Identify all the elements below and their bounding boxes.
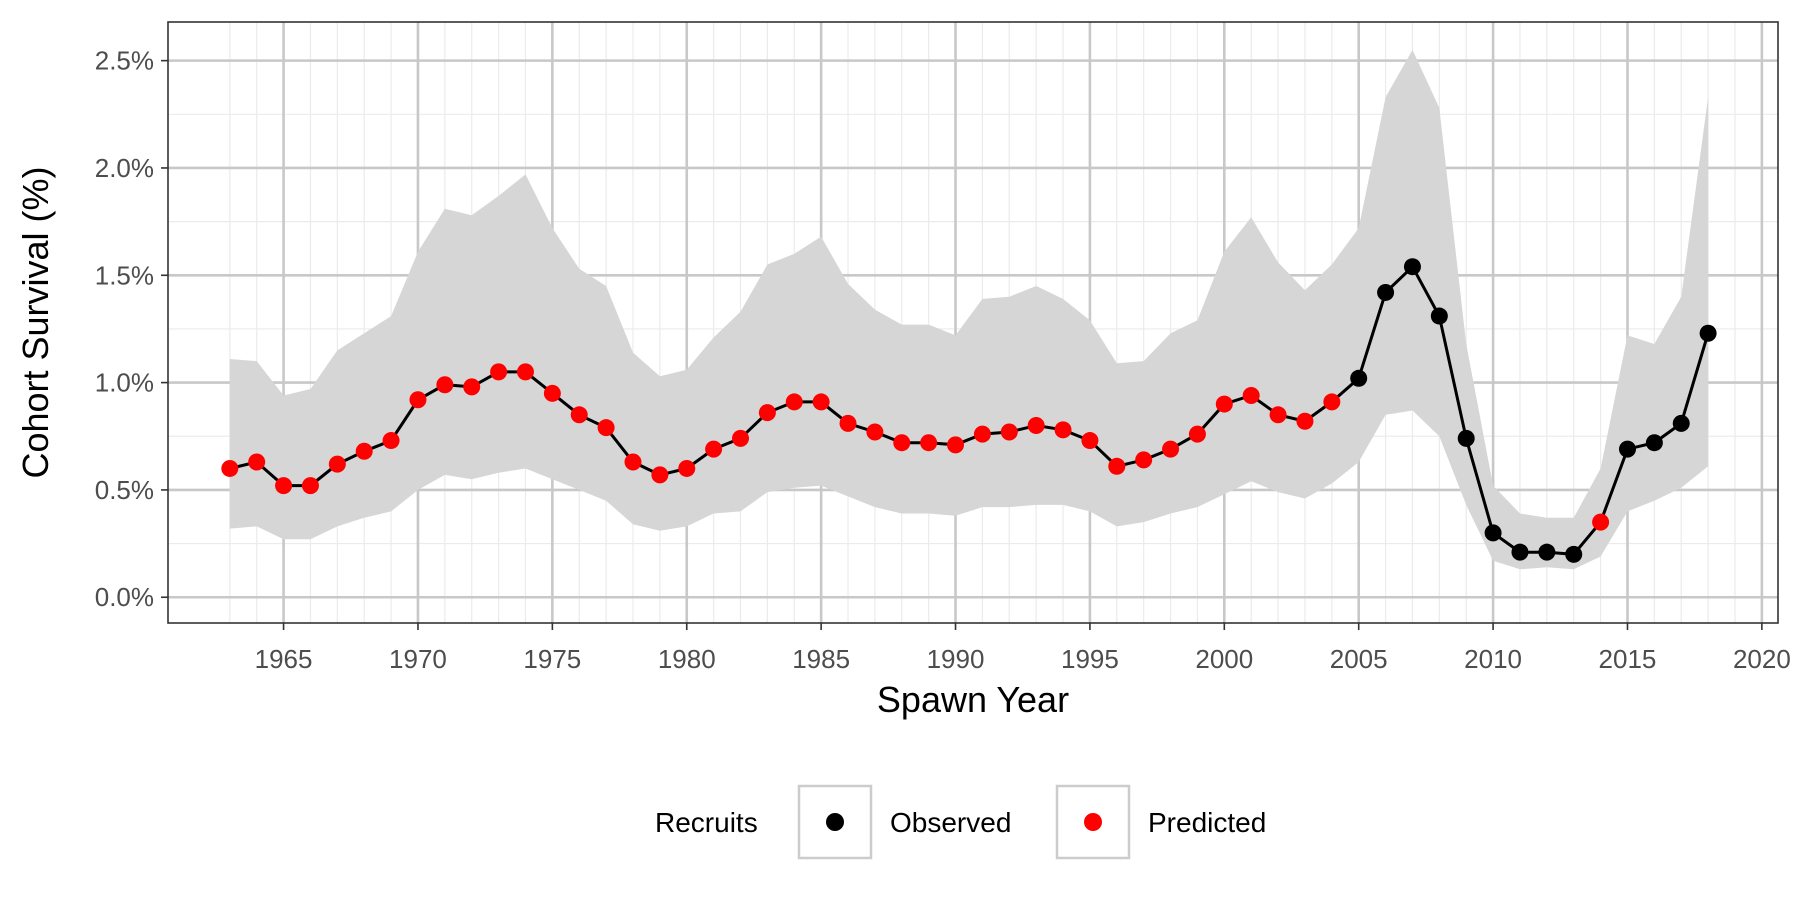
x-tick-label: 1980 bbox=[658, 644, 716, 674]
predicted-point bbox=[705, 440, 723, 458]
predicted-point bbox=[328, 455, 346, 473]
predicted-point bbox=[1054, 421, 1072, 439]
observed-point bbox=[1430, 307, 1448, 325]
predicted-point bbox=[1296, 412, 1314, 430]
x-tick-label: 1975 bbox=[523, 644, 581, 674]
predicted-point bbox=[973, 425, 991, 443]
predicted-point bbox=[463, 378, 481, 396]
y-tick-label: 1.0% bbox=[95, 368, 154, 398]
predicted-point bbox=[947, 436, 965, 454]
predicted-point bbox=[1081, 432, 1099, 450]
predicted-point bbox=[1108, 457, 1126, 475]
predicted-point bbox=[382, 432, 400, 450]
x-axis: 1965 1970 1975 1980 1985 1990 1995 2000 2005 2010… bbox=[255, 623, 1791, 674]
predicted-point bbox=[1592, 513, 1610, 531]
observed-point bbox=[1672, 414, 1690, 432]
y-tick-label: 2.5% bbox=[95, 46, 154, 76]
predicted-point bbox=[1000, 423, 1018, 441]
predicted-point bbox=[221, 459, 239, 477]
predicted-point bbox=[543, 384, 561, 402]
observed-point bbox=[1403, 258, 1421, 276]
y-tick-label: 0.5% bbox=[95, 475, 154, 505]
predicted-point bbox=[490, 363, 508, 381]
x-tick-label: 1965 bbox=[255, 644, 313, 674]
predicted-point bbox=[678, 459, 696, 477]
legend-title: Recruits bbox=[655, 807, 758, 838]
legend-item-label: Predicted bbox=[1148, 807, 1266, 838]
observed-point bbox=[1538, 543, 1556, 561]
observed-point bbox=[1377, 283, 1395, 301]
legend-key-dot bbox=[1084, 813, 1102, 831]
x-tick-label: 2020 bbox=[1733, 644, 1791, 674]
predicted-point bbox=[275, 477, 293, 495]
legend-items: Observed Predicted bbox=[797, 784, 1266, 860]
predicted-point bbox=[1162, 440, 1180, 458]
predicted-point bbox=[651, 466, 669, 484]
predicted-point bbox=[624, 453, 642, 471]
x-tick-label: 2010 bbox=[1464, 644, 1522, 674]
predicted-point bbox=[516, 363, 534, 381]
observed-point bbox=[1645, 434, 1663, 452]
panel-border bbox=[167, 21, 1779, 624]
observed-point bbox=[1484, 524, 1502, 542]
observed-point bbox=[1618, 440, 1636, 458]
x-axis-title: Spawn Year bbox=[877, 679, 1069, 720]
predicted-point bbox=[436, 376, 454, 394]
x-tick-label: 1985 bbox=[792, 644, 850, 674]
observed-point bbox=[1511, 543, 1529, 561]
predicted-point bbox=[1027, 417, 1045, 435]
y-axis: 0.0% 0.5% 1.0% 1.5% 2.0% 2.5% bbox=[95, 46, 168, 612]
observed-point bbox=[1565, 545, 1583, 563]
predicted-point bbox=[1215, 395, 1233, 413]
y-tick-label: 2.0% bbox=[95, 153, 154, 183]
predicted-point bbox=[1269, 406, 1287, 424]
predicted-point bbox=[1242, 386, 1260, 404]
predicted-point bbox=[866, 423, 884, 441]
predicted-point bbox=[1188, 425, 1206, 443]
x-tick-label: 2015 bbox=[1599, 644, 1657, 674]
predicted-point bbox=[839, 414, 857, 432]
observed-point bbox=[1457, 429, 1475, 447]
predicted-point bbox=[301, 477, 319, 495]
predicted-point bbox=[570, 406, 588, 424]
predicted-point bbox=[920, 434, 938, 452]
x-tick-label: 2005 bbox=[1330, 644, 1388, 674]
confidence-ribbon bbox=[229, 49, 1709, 570]
y-tick-label: 0.0% bbox=[95, 582, 154, 612]
x-tick-label: 2000 bbox=[1195, 644, 1253, 674]
y-axis-title: Cohort Survival (%) bbox=[15, 166, 56, 478]
x-tick-label: 1990 bbox=[927, 644, 985, 674]
predicted-point bbox=[355, 442, 373, 460]
predicted-point bbox=[785, 393, 803, 411]
predicted-point bbox=[732, 429, 750, 447]
legend-item-label: Observed bbox=[890, 807, 1011, 838]
legend-key-dot bbox=[826, 813, 844, 831]
observed-point bbox=[1699, 324, 1717, 342]
predicted-point bbox=[597, 419, 615, 437]
predicted-point bbox=[409, 391, 427, 409]
predicted-point bbox=[1135, 451, 1153, 469]
data-points bbox=[221, 258, 1717, 563]
predicted-point bbox=[893, 434, 911, 452]
y-tick-label: 1.5% bbox=[95, 260, 154, 290]
x-tick-label: 1995 bbox=[1061, 644, 1119, 674]
observed-point bbox=[1350, 369, 1368, 387]
x-tick-label: 1970 bbox=[389, 644, 447, 674]
legend: Recruits Observed Predicted bbox=[655, 784, 1266, 860]
predicted-point bbox=[758, 404, 776, 422]
predicted-point bbox=[248, 453, 266, 471]
predicted-point bbox=[812, 393, 830, 411]
predicted-point bbox=[1323, 393, 1341, 411]
